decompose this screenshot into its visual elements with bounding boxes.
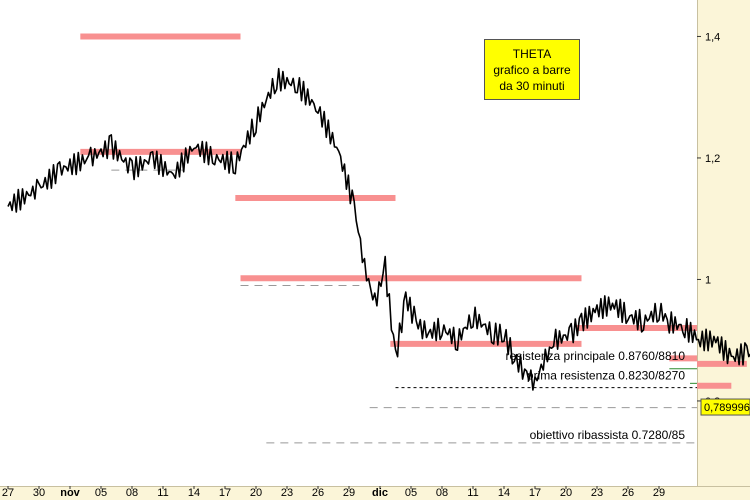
x-tick-label: 29 — [653, 487, 665, 499]
last-price-label: 0,789996 — [704, 402, 750, 414]
x-tick-label: nov — [60, 487, 80, 499]
x-tick-label: 29 — [343, 487, 355, 499]
x-tick-label: 11 — [157, 487, 168, 499]
x-tick-label: 20 — [560, 487, 572, 499]
x-tick-label: 08 — [436, 487, 448, 499]
y-tick-label: 1,4 — [705, 31, 720, 43]
level-label: prima resistenza 0.8230/8270 — [527, 368, 685, 382]
level-label: obiettivo ribassista 0.7280/85 — [530, 428, 686, 442]
x-tick-label: 14 — [498, 487, 510, 499]
x-tick-label: 26 — [312, 487, 324, 499]
x-tick-label: 26 — [622, 487, 634, 499]
chart-subtitle-line-1: grafico a barre — [493, 62, 571, 77]
x-axis-panel — [0, 486, 750, 500]
price-series-line — [7, 67, 750, 391]
y-tick-label: 1 — [705, 274, 711, 286]
x-tick-label: 23 — [281, 487, 293, 499]
chart-subtitle-line-2: da 30 minuti — [499, 78, 565, 93]
x-tick-label: 17 — [219, 487, 231, 499]
chart-title-box: THETA grafico a barre da 30 minuti — [484, 39, 580, 100]
x-tick-label: 27 — [2, 487, 14, 499]
x-tick-label: 14 — [188, 487, 200, 499]
x-tick-label: 08 — [126, 487, 138, 499]
last-price-tag — [700, 398, 750, 416]
x-tick-label: 11 — [467, 487, 478, 499]
level-label: resistenza principale 0.8760/8810 — [506, 349, 686, 363]
x-tick-label: 20 — [250, 487, 262, 499]
y-axis-panel — [697, 0, 750, 500]
x-tick-label: 30 — [33, 487, 45, 499]
y-tick-label: 1,2 — [705, 153, 720, 165]
x-tick-label: 05 — [405, 487, 417, 499]
chart-title: THETA — [512, 46, 552, 61]
x-tick-label: 05 — [95, 487, 107, 499]
x-tick-label: 17 — [529, 487, 541, 499]
x-tick-label: dic — [372, 487, 388, 499]
x-tick-label: 23 — [591, 487, 603, 499]
